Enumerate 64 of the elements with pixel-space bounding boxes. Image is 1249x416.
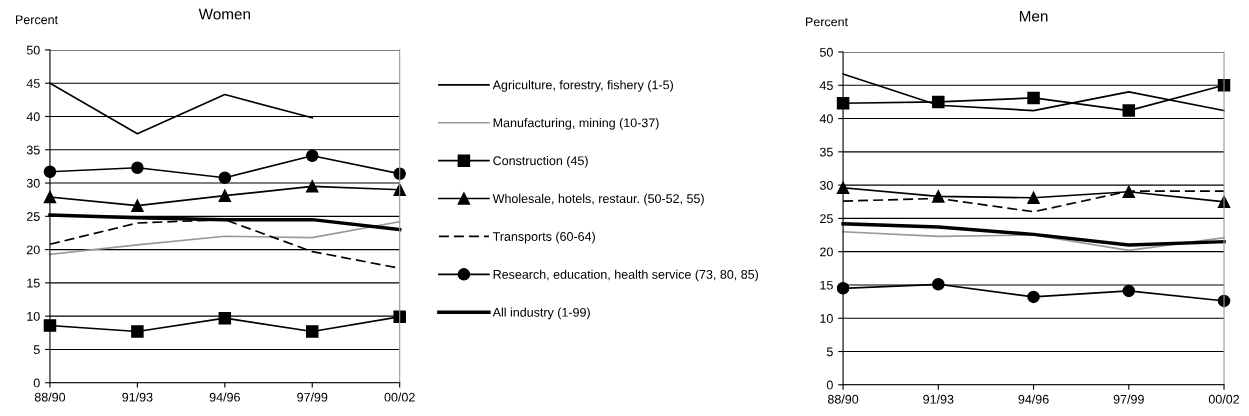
y-tick-label: 45 (819, 81, 833, 90)
y-axis-title: Percent (16, 15, 58, 25)
x-tick-label: 91/93 (923, 394, 954, 404)
y-tick-label: 10 (27, 311, 40, 321)
point (932, 278, 945, 291)
point (393, 167, 406, 180)
point (218, 311, 232, 325)
chart-title: Men (1019, 10, 1048, 22)
y-tick-label: 35 (819, 147, 833, 157)
legend-label: Manufacturing, mining (10-37) (493, 118, 659, 130)
point (393, 310, 406, 324)
point (218, 189, 232, 202)
y-tick-label: 5 (33, 345, 40, 355)
y-tick-label: 25 (820, 214, 833, 224)
point (218, 171, 232, 184)
y-axis-title: Percent (806, 17, 848, 27)
y-tick-label: 15 (820, 280, 833, 290)
y-tick-label: 30 (26, 178, 40, 188)
y-tick-label: 5 (826, 347, 833, 357)
x-tick-label: 00/02 (384, 392, 415, 402)
legend-label: Agriculture, forestry, fishery (1-5) (492, 80, 673, 92)
point (1027, 191, 1040, 205)
y-tick-label: 30 (819, 180, 833, 190)
y-tick-label: 20 (820, 247, 833, 257)
y-tick-label: 0 (826, 380, 833, 390)
legend-label: Research, education, health service (73, 80, 85) (493, 269, 759, 282)
x-tick-label: 94/96 (1018, 394, 1049, 404)
y-tick-label: 10 (820, 314, 833, 323)
y-tick-label: 40 (26, 112, 40, 122)
legend-label: All industry (1-99) (492, 307, 590, 320)
y-tick-label: 50 (26, 45, 40, 55)
y-tick-label: 0 (33, 378, 40, 388)
legend-label: Transports (60-64) (492, 231, 595, 244)
point (131, 161, 144, 174)
point (932, 190, 945, 203)
point (305, 180, 319, 193)
point (1027, 290, 1040, 304)
y-tick-label: 50 (819, 47, 833, 57)
x-tick-label: 97/99 (297, 392, 328, 402)
y-tick-label: 15 (27, 278, 40, 288)
legend-label: Construction (45) (493, 155, 588, 168)
x-tick-label: 00/02 (1208, 394, 1240, 404)
point (131, 325, 144, 338)
point (932, 95, 945, 109)
point (1122, 185, 1136, 199)
point (1027, 91, 1040, 105)
point (1122, 284, 1136, 298)
x-tick-label: 94/96 (209, 392, 240, 402)
x-tick-label: 88/90 (34, 392, 66, 402)
point (305, 325, 319, 338)
point (1122, 104, 1136, 117)
point (131, 199, 144, 212)
y-tick-label: 35 (26, 145, 40, 155)
x-tick-label: 97/99 (1113, 394, 1144, 404)
y-tick-label: 20 (26, 245, 40, 255)
chart-title: Women (198, 8, 251, 20)
point (393, 183, 406, 196)
point (305, 149, 319, 163)
y-tick-label: 40 (819, 114, 833, 124)
y-tick-label: 25 (26, 212, 40, 221)
x-tick-label: 91/93 (122, 392, 153, 402)
x-tick-label: 88/90 (827, 394, 859, 404)
legend-label: Wholesale, hotels, restaur. (50-52, 55) (492, 193, 704, 206)
y-tick-label: 45 (26, 79, 40, 88)
